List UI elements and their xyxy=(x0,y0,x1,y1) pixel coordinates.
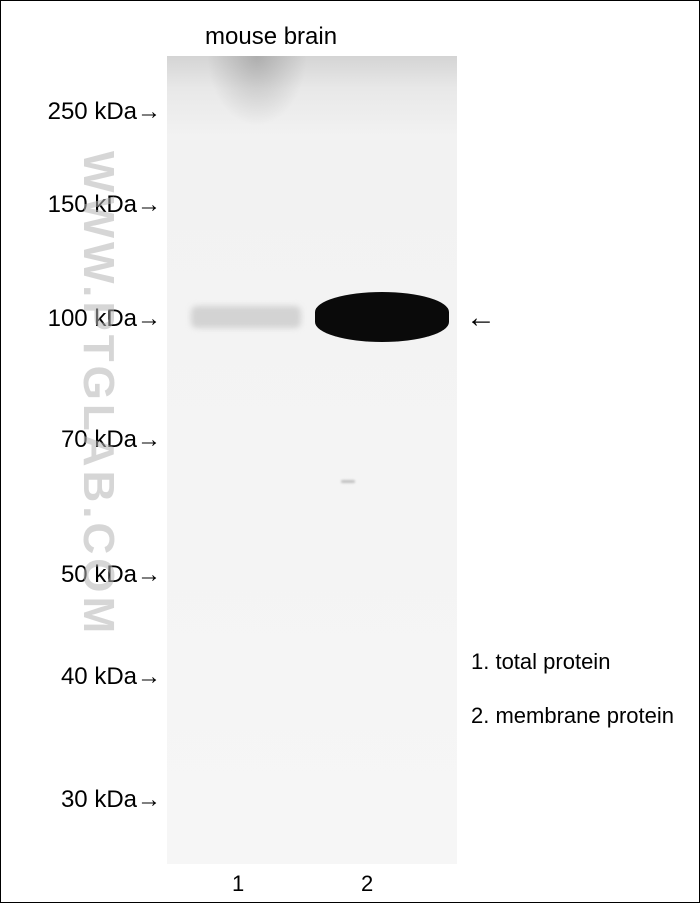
legend-item-2: 2. membrane protein xyxy=(471,703,674,729)
band-lane2-strong xyxy=(315,292,449,342)
lane-number-1: 1 xyxy=(232,871,244,897)
speck-lane2 xyxy=(341,480,355,483)
legend-item-1: 1. total protein xyxy=(471,649,610,675)
mw-label-70: 70 kDa→ xyxy=(61,426,161,454)
figure-container: mouse brain 250 kDa→ 150 kDa→ 100 kDa→ 7… xyxy=(1,1,699,902)
mw-label-250: 250 kDa→ xyxy=(48,98,161,126)
blot-membrane xyxy=(167,56,457,864)
blot-top-shadow xyxy=(207,56,307,126)
mw-label-30: 30 kDa→ xyxy=(61,786,161,814)
mw-label-100: 100 kDa→ xyxy=(48,305,161,333)
mw-label-150: 150 kDa→ xyxy=(48,191,161,219)
mw-label-40: 40 kDa→ xyxy=(61,663,161,691)
mw-label-50: 50 kDa→ xyxy=(61,561,161,589)
sample-title: mouse brain xyxy=(205,23,337,51)
target-arrow-icon: ← xyxy=(466,301,496,335)
band-lane1-faint xyxy=(191,306,301,328)
lane-number-2: 2 xyxy=(361,871,373,897)
